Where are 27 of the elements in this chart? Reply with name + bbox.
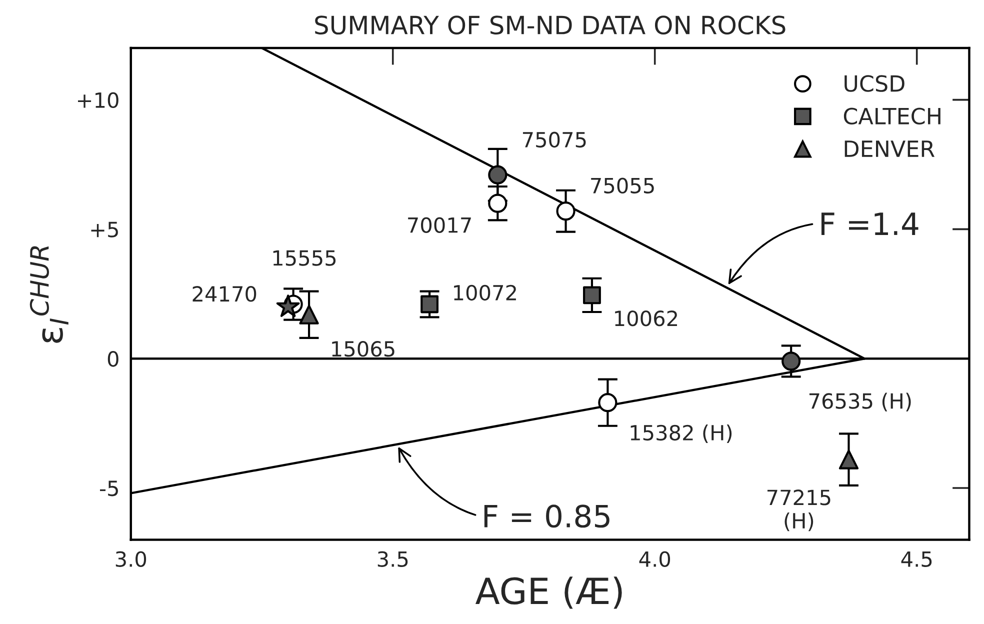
y-tick-label: 0	[108, 351, 118, 367]
legend-label: DENVER	[844, 140, 935, 157]
y-axis-title: ε$_{I}$$^{CHUR}$	[30, 246, 68, 343]
annotation: F = 0.85	[484, 504, 610, 528]
x-tick-label: 3.5	[378, 551, 408, 567]
y-tick-label: +5	[91, 222, 118, 238]
annotation: 70017	[408, 217, 471, 233]
annotation: 77215 (H)	[767, 490, 830, 532]
legend-label: UCSD	[844, 75, 904, 92]
annotation: 24170	[192, 286, 256, 302]
chart-title: SUMMARY OF SM-ND DATA ON ROCKS	[315, 16, 786, 35]
annotation: 15065	[332, 341, 394, 357]
x-tick-label: 4.5	[901, 552, 932, 567]
legend-label: CALTECH	[844, 108, 940, 125]
y-tick-label: -5	[100, 480, 118, 496]
annotation: 15555	[273, 250, 336, 266]
annotation: 75055	[591, 178, 654, 194]
x-tick-label: 3.0	[116, 551, 146, 567]
annotation: 75075	[522, 132, 586, 148]
y-tick-label: +10	[78, 92, 118, 108]
annotation: 15382 (H)	[630, 424, 732, 444]
annotation: F =1.4	[821, 212, 918, 235]
annotation: 76535 (H)	[809, 392, 911, 412]
x-tick-label: 4.0	[639, 551, 670, 567]
annotation: 10072	[454, 284, 516, 301]
x-axis-title: AGE (Æ)	[475, 576, 622, 609]
annotation: 10062	[615, 310, 677, 326]
